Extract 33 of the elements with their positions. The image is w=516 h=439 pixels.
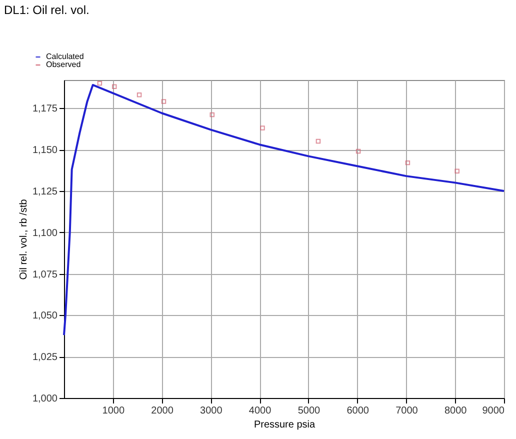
point [136,92,142,98]
x-tick-label: 3000 [200,406,223,416]
x-tick-label: 9000 [482,406,505,416]
y-axis-title: Oil rel. vol., rb /stb [18,198,30,280]
point [316,138,321,144]
legend-label: Observed [46,60,81,69]
y-tick-label: 1,175 [32,104,58,115]
y-tick-label: 1,125 [32,186,58,198]
point [454,168,460,174]
point [356,148,361,154]
x-tick-label: 4000 [248,406,272,416]
point [112,84,117,89]
y-tick-label: 1,150 [32,145,58,156]
x-axis-title: Pressure psia [254,420,316,430]
y-tick-label: 1,050 [32,310,58,322]
y-tick-label: 1,100 [32,228,58,239]
y-tick-label: 1,000 [32,394,58,404]
point [405,160,410,166]
point [97,80,102,86]
x-tick-label: 2000 [151,406,174,416]
y-tick-label: 1,025 [32,352,58,364]
point [210,112,215,118]
x-tick-label: 5000 [298,406,321,416]
y-tick-label: 1,075 [32,269,58,280]
x-tick-label: 6000 [346,406,370,416]
x-tick-label: 8000 [444,406,468,416]
chart-title: DL1: Oil rel. vol. [4,3,90,17]
x-tick-label: 1000 [102,406,125,416]
x-tick-label: 7000 [396,406,418,416]
point [260,126,265,130]
point [161,99,166,104]
legend-label: Calculated [46,52,84,61]
line-series [63,84,505,336]
